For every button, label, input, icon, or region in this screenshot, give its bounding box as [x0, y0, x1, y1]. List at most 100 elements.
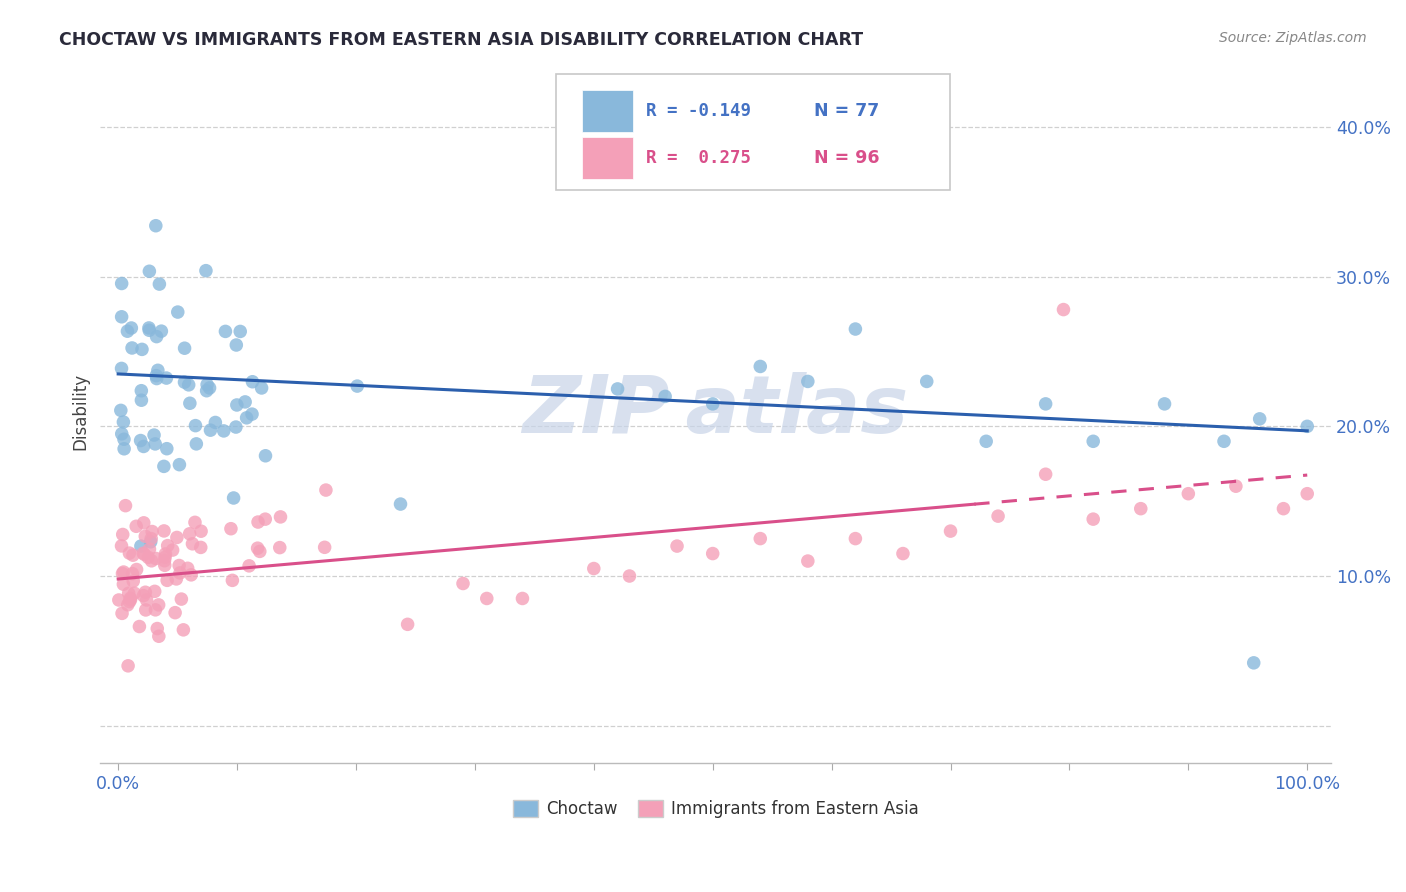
FancyBboxPatch shape [582, 137, 633, 179]
Point [156, 574, 179, 588]
Point [146, 622, 169, 636]
Point [111, 566, 134, 581]
Point [1153, 397, 1175, 411]
Point [1177, 486, 1199, 500]
Point [702, 397, 724, 411]
Point [148, 598, 170, 612]
Point [155, 371, 177, 385]
Point [153, 524, 176, 538]
Point [166, 531, 188, 545]
Point [125, 562, 148, 576]
Point [110, 403, 132, 417]
Point [451, 576, 474, 591]
Point [132, 589, 155, 603]
Point [1129, 501, 1152, 516]
Point [148, 629, 170, 643]
Point [111, 527, 134, 541]
Point [250, 381, 273, 395]
Point [145, 551, 167, 566]
Point [169, 566, 191, 580]
Point [162, 543, 184, 558]
Point [146, 363, 169, 377]
Point [221, 574, 243, 588]
Point [314, 541, 336, 555]
Point [475, 591, 498, 606]
Point [181, 537, 204, 551]
Point [254, 512, 277, 526]
Point [153, 550, 176, 565]
Point [190, 541, 212, 555]
Point [121, 341, 143, 355]
Point [117, 324, 139, 338]
Point [165, 572, 187, 586]
Point [118, 546, 141, 560]
Point [135, 603, 157, 617]
Point [172, 623, 194, 637]
Point [153, 558, 176, 573]
Point [117, 598, 139, 612]
Point [1296, 486, 1319, 500]
Point [134, 529, 156, 543]
Point [200, 423, 222, 437]
Point [797, 554, 820, 568]
Point [179, 396, 201, 410]
Point [184, 418, 207, 433]
Point [112, 415, 135, 429]
Point [1213, 434, 1236, 449]
Point [702, 547, 724, 561]
Point [138, 542, 160, 557]
Point [165, 606, 187, 620]
Point [606, 382, 628, 396]
Point [173, 341, 195, 355]
Point [111, 277, 134, 291]
Point [114, 499, 136, 513]
Point [112, 577, 135, 591]
Point [139, 534, 162, 549]
Point [195, 384, 218, 398]
Point [167, 558, 190, 573]
Text: R = -0.149: R = -0.149 [645, 102, 751, 120]
Point [184, 516, 207, 530]
Point [125, 519, 148, 533]
Point [153, 459, 176, 474]
Point [156, 442, 179, 456]
Point [132, 546, 155, 560]
Point [195, 377, 218, 392]
Point [120, 592, 142, 607]
Point [176, 561, 198, 575]
Point [155, 547, 177, 561]
Point [117, 586, 139, 600]
Point [132, 439, 155, 453]
Point [242, 375, 264, 389]
Point [247, 515, 270, 529]
Point [396, 617, 419, 632]
Point [166, 305, 188, 319]
Point [141, 524, 163, 539]
Point [120, 321, 142, 335]
Point [145, 603, 167, 617]
Point [1083, 512, 1105, 526]
Point [145, 368, 167, 383]
Point [112, 442, 135, 456]
Point [246, 541, 269, 556]
Text: R =  0.275: R = 0.275 [645, 149, 751, 167]
Point [219, 522, 242, 536]
Point [117, 658, 139, 673]
Point [654, 389, 676, 403]
Y-axis label: Disability: Disability [72, 373, 89, 450]
Point [225, 398, 247, 412]
Point [346, 379, 368, 393]
Point [135, 593, 157, 607]
Point [111, 607, 134, 621]
Point [121, 566, 143, 581]
Point [582, 561, 605, 575]
Point [749, 532, 772, 546]
FancyBboxPatch shape [582, 90, 633, 132]
Point [315, 483, 337, 497]
Point [111, 426, 134, 441]
Point [249, 544, 271, 558]
Point [136, 550, 159, 565]
Point [156, 539, 179, 553]
Point [186, 437, 208, 451]
Point [138, 264, 160, 278]
